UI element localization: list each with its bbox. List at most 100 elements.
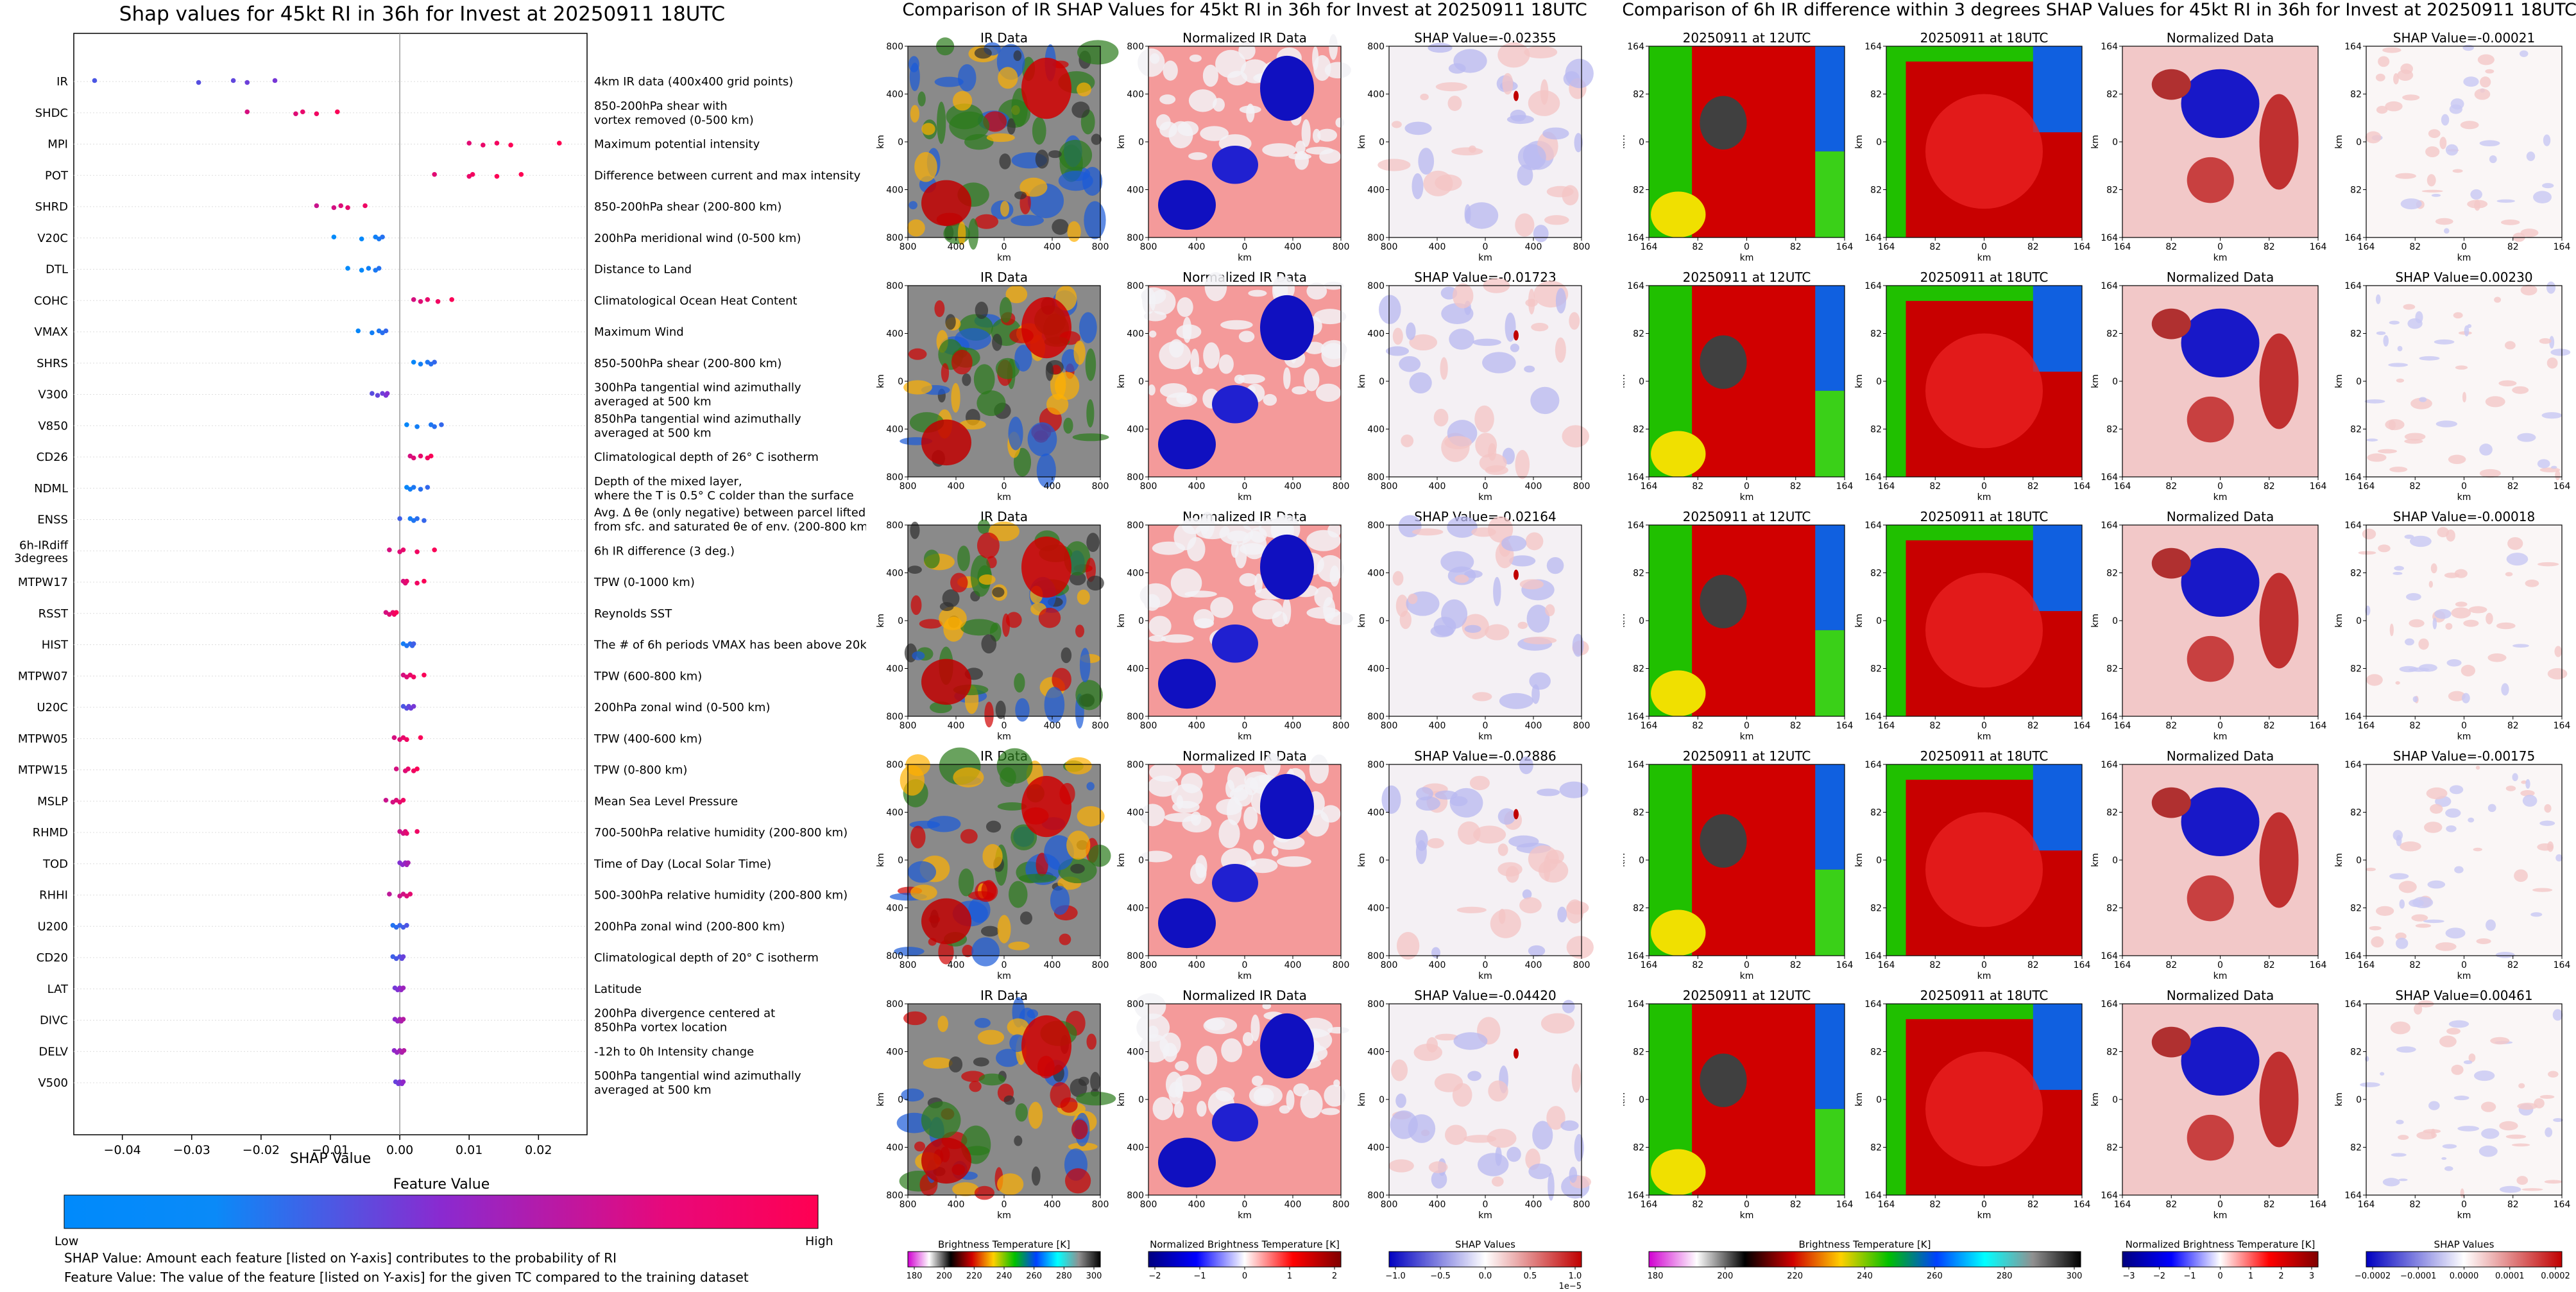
x-tick-label: 82 [2409, 721, 2421, 731]
norm-patch [1225, 779, 1235, 798]
shap-patch [1559, 781, 1589, 798]
ir-cloud-patch [1070, 863, 1085, 874]
y-tick-label: 164 [2101, 42, 2118, 52]
shap-patch [1525, 532, 1544, 551]
cloud-top [1925, 573, 2043, 688]
ir-cloud-patch [1044, 687, 1065, 723]
shap-patch [2376, 105, 2388, 114]
norm-patch [1286, 1090, 1295, 1110]
x-tick-label: 82 [1692, 1200, 1703, 1210]
ir-cloud-patch [957, 546, 970, 571]
x-tick-label: 164 [2310, 242, 2327, 252]
x-tick-label: 164 [1836, 960, 1854, 970]
shap-patch [2464, 325, 2469, 337]
cold-core [1260, 55, 1314, 121]
shap-patch [1528, 90, 1560, 116]
shap-patch [2428, 129, 2441, 139]
x-tick-label: 82 [2027, 481, 2039, 492]
shap-patch [2360, 1082, 2380, 1087]
shap-patch [2380, 1072, 2385, 1076]
x-tick-label: 800 [1333, 1200, 1350, 1210]
x-axis-label: km [2457, 1210, 2471, 1221]
shap-patch [2539, 820, 2555, 826]
x-tick-label: 164 [1641, 960, 1658, 970]
shap-point [244, 109, 250, 115]
norm-patch [1262, 1003, 1272, 1010]
shap-point [470, 171, 475, 177]
map-image [2360, 1000, 2563, 1198]
x-tick-label: 800 [1092, 481, 1109, 492]
y-tick-label: 82 [1870, 904, 1882, 914]
ir-shap-panel: Comparison of IR SHAP Values for 45kt RI… [866, 0, 1623, 1291]
x-tick-label: 0 [2461, 721, 2467, 731]
ir-cloud-patch [1086, 1033, 1096, 1050]
shap-patch [2394, 565, 2404, 571]
feature-description: Latitude [594, 983, 642, 996]
x-tick-label: 0.02 [525, 1143, 552, 1157]
x-tick-label: 164 [2074, 481, 2091, 492]
shap-patch [2404, 433, 2426, 441]
map-image [1648, 46, 1845, 238]
shap-patch [1392, 571, 1404, 586]
shap-patch [2383, 335, 2389, 347]
ir-cloud-patch [1086, 575, 1104, 591]
x-tick-label: 400 [1525, 960, 1542, 970]
shap-point [481, 142, 486, 148]
shap-patch [2411, 914, 2428, 922]
convective-core [921, 419, 971, 466]
shap-patch [2439, 137, 2447, 150]
shap-patch [2517, 1103, 2538, 1110]
x-tick-label: 82 [1692, 960, 1703, 970]
y-axis-label: km [2334, 135, 2344, 149]
shap-patch [2539, 338, 2552, 344]
feature-description: TPW (0-1000 km) [593, 576, 695, 589]
y-tick-label: 800 [1127, 521, 1144, 531]
norm-patch [1327, 523, 1342, 538]
colorbar-high-label: High [805, 1234, 833, 1248]
x-tick-label: 400 [1284, 242, 1302, 252]
ir-cloud-patch [977, 532, 1000, 559]
y-tick-label: 800 [1367, 521, 1385, 531]
x-tick-label: 164 [2358, 721, 2375, 731]
shap-patch [2405, 593, 2421, 601]
y-tick-label: 164 [1864, 712, 1882, 722]
x-tick-label: 800 [1573, 960, 1591, 970]
subplot-title: IR Data [980, 270, 1028, 285]
y-axis-label: km [1116, 614, 1127, 628]
cold-core [2181, 1026, 2260, 1096]
shap-point [300, 109, 305, 115]
x-tick-label: 0 [1242, 1200, 1248, 1210]
shap-patch [2441, 114, 2450, 126]
x-axis-label: km [1977, 732, 1992, 742]
x-axis-label: km [2457, 732, 2471, 742]
x-tick-label: 0 [2461, 242, 2467, 252]
norm-patch [1173, 1101, 1184, 1118]
shap-patch [2480, 1101, 2496, 1112]
shap-hotspot [1514, 809, 1519, 820]
shap-patch [1451, 147, 1483, 156]
x-tick-label: 164 [1641, 1200, 1658, 1210]
shap-patch [2505, 1134, 2527, 1139]
x-tick-label: 0 [2217, 960, 2223, 970]
ir-cloud-patch [1077, 805, 1105, 827]
y-tick-label: 164 [2101, 521, 2118, 531]
shap-patch [1509, 555, 1536, 567]
feature-name: VMAX [35, 325, 69, 339]
cloud-top [1700, 814, 1747, 868]
ir-cloud-patch [1086, 399, 1095, 428]
ir-cloud-patch [953, 767, 984, 788]
y-axis-label: km [1623, 135, 1627, 149]
x-tick-label: 800 [1092, 242, 1109, 252]
feature-name: V500 [38, 1076, 68, 1090]
shap-point [404, 737, 409, 743]
shap-patch [2448, 1020, 2469, 1028]
x-tick-label: 0 [2217, 721, 2223, 731]
shap-patch [1408, 593, 1418, 605]
shap-patch [1385, 346, 1410, 356]
ir-cloud-patch [1048, 150, 1062, 159]
shap-patch [1548, 1172, 1555, 1201]
shap-patch [1409, 334, 1438, 351]
